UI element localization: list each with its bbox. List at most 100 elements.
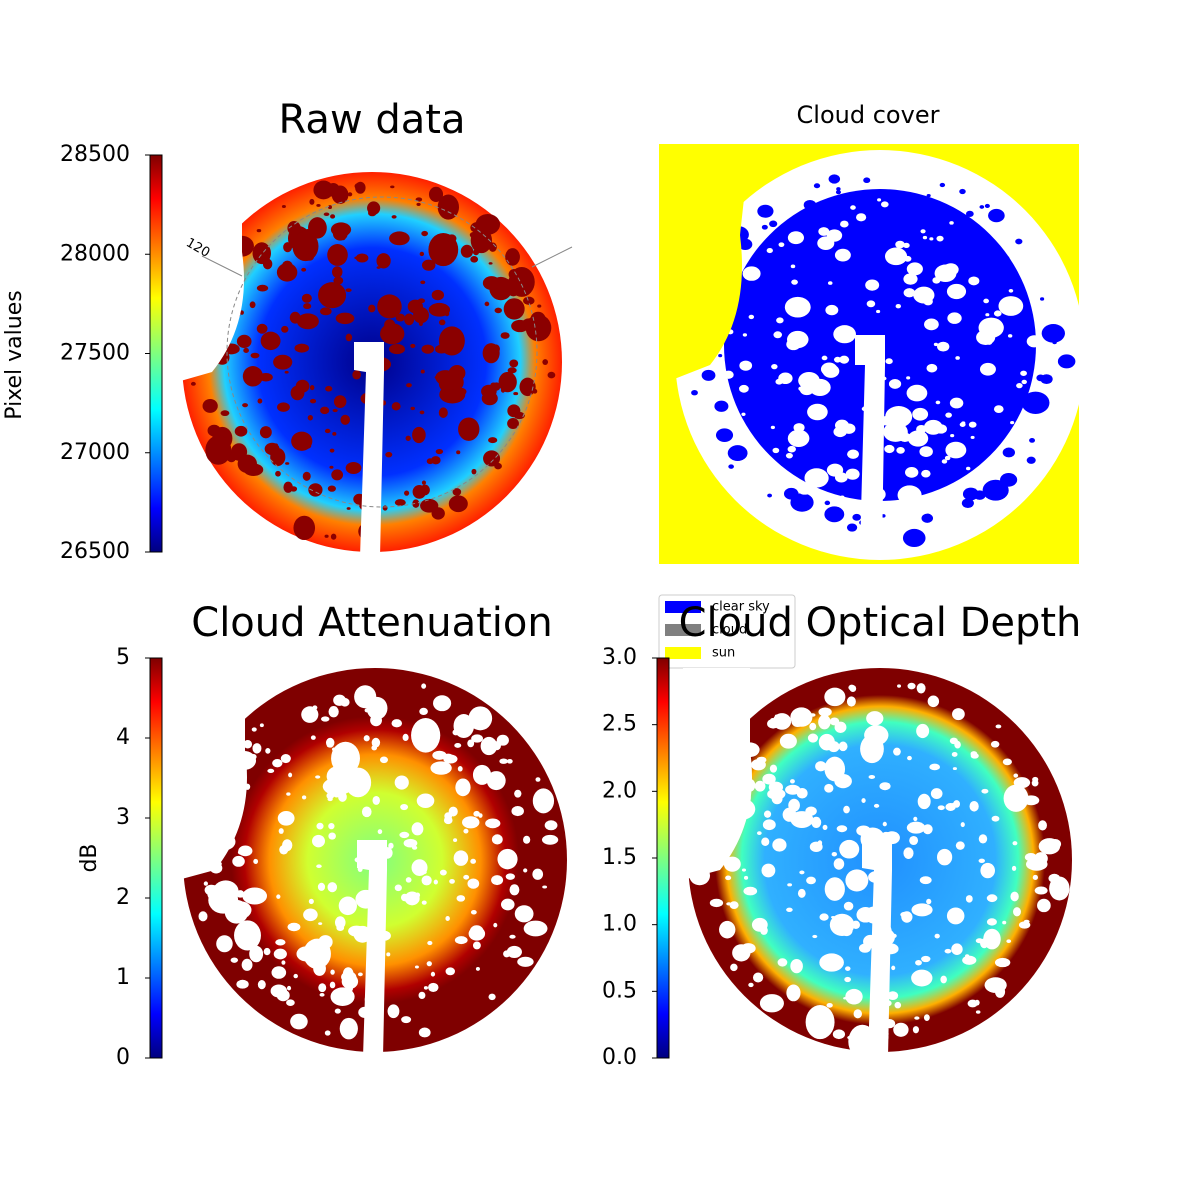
cloud-patch <box>469 925 484 938</box>
cloud-patch <box>741 943 756 954</box>
cloud-patch <box>216 935 233 953</box>
legend-label: clear sky <box>712 600 770 615</box>
cloud-patch <box>376 253 391 269</box>
patch <box>896 446 905 454</box>
cloud-patch <box>891 965 896 971</box>
colorbar-tick-label: 0.5 <box>602 978 637 1003</box>
cloud-patch <box>954 740 961 749</box>
cloud-patch <box>329 465 334 469</box>
azimuth-line <box>531 246 573 268</box>
cloud-patch <box>270 447 286 467</box>
cloud-patch <box>263 947 271 956</box>
cloud-patch <box>449 878 455 884</box>
patch <box>924 318 939 331</box>
cloud-patch <box>818 707 832 717</box>
patch <box>1000 472 1018 487</box>
cloud-patch <box>431 289 445 301</box>
cloud-patch <box>202 398 218 413</box>
cloud-patch <box>709 898 724 908</box>
patch <box>944 455 951 461</box>
cloud-patch <box>303 908 318 922</box>
cloud-patch <box>391 402 401 411</box>
cloud-patch <box>318 983 327 993</box>
cloud-patch <box>292 231 319 262</box>
azimuth-line <box>201 255 243 277</box>
patch <box>926 363 938 373</box>
occlusion <box>177 172 244 382</box>
cloud-patch <box>503 298 525 320</box>
cloud-patch <box>412 426 426 444</box>
cloud-patch <box>967 999 978 1008</box>
patch <box>807 403 828 421</box>
colorbar-tick-label: 27500 <box>60 341 130 366</box>
cloud-patch <box>345 288 352 293</box>
colorbar-tick-label: 0 <box>116 1045 130 1070</box>
cloud-patch <box>234 920 261 951</box>
cloud-patch <box>301 795 307 800</box>
cloud-patch <box>273 354 293 370</box>
cloud-patch <box>873 803 880 808</box>
cloud-patch <box>265 748 271 754</box>
cloud-patch <box>455 778 471 797</box>
patch <box>791 279 798 285</box>
cloud-patch <box>840 924 853 937</box>
cloud-patch <box>762 773 776 785</box>
cloud-patch <box>286 985 292 991</box>
cloud-patch <box>275 470 281 477</box>
cloud-patch <box>243 739 253 749</box>
patch <box>803 199 817 210</box>
cloud-patch <box>492 741 501 751</box>
cloud-patch <box>493 922 498 928</box>
cloud-patch <box>986 918 997 926</box>
cloud-patch <box>815 761 827 772</box>
cloud-patch <box>377 829 383 835</box>
patch <box>895 304 902 309</box>
cloud-patch <box>523 920 548 937</box>
patch <box>885 358 893 365</box>
cloud-patch <box>330 987 355 1007</box>
patch <box>888 379 902 389</box>
cloud-patch <box>532 388 538 394</box>
cloud-patch <box>428 982 439 993</box>
cloud-patch <box>806 876 816 885</box>
cloud-patch <box>824 687 846 707</box>
cloud-patch <box>238 845 253 857</box>
cloud-patch <box>283 242 293 253</box>
cloud-patch <box>822 824 828 831</box>
cloud-patch <box>834 721 847 733</box>
cloud-patch <box>319 993 325 997</box>
cloud-patch <box>506 758 513 764</box>
patch <box>821 355 828 361</box>
patch <box>903 273 918 285</box>
cloud-patch <box>729 901 739 910</box>
cloud-patch <box>238 935 247 941</box>
occlusion <box>659 144 750 385</box>
patch <box>902 528 926 548</box>
patch <box>771 364 778 370</box>
cloud-patch <box>345 767 372 798</box>
cloud-patch <box>346 507 351 510</box>
cloud-patch <box>241 958 253 971</box>
cloud-patch <box>818 733 835 751</box>
cloud-patch <box>405 435 411 441</box>
cloud-patch <box>839 839 860 859</box>
cloud-patch <box>917 793 931 810</box>
patch <box>748 314 755 320</box>
patch <box>998 296 1024 316</box>
cloud-patch <box>523 868 528 873</box>
cloud-patch <box>281 960 286 965</box>
cloud-patch <box>259 723 264 728</box>
patch <box>767 493 773 498</box>
patch <box>906 384 928 402</box>
patch <box>959 422 966 427</box>
colorbar-tick-label: 28000 <box>60 241 130 266</box>
cloud-patch <box>421 875 432 886</box>
cloud-patch <box>379 756 389 764</box>
cloud-patch <box>316 822 324 830</box>
colorbar-tick-label: 0.0 <box>602 1045 637 1070</box>
patch <box>961 498 974 509</box>
patch <box>874 192 880 196</box>
patch <box>809 378 831 397</box>
patch <box>912 407 929 421</box>
patch <box>824 500 831 506</box>
